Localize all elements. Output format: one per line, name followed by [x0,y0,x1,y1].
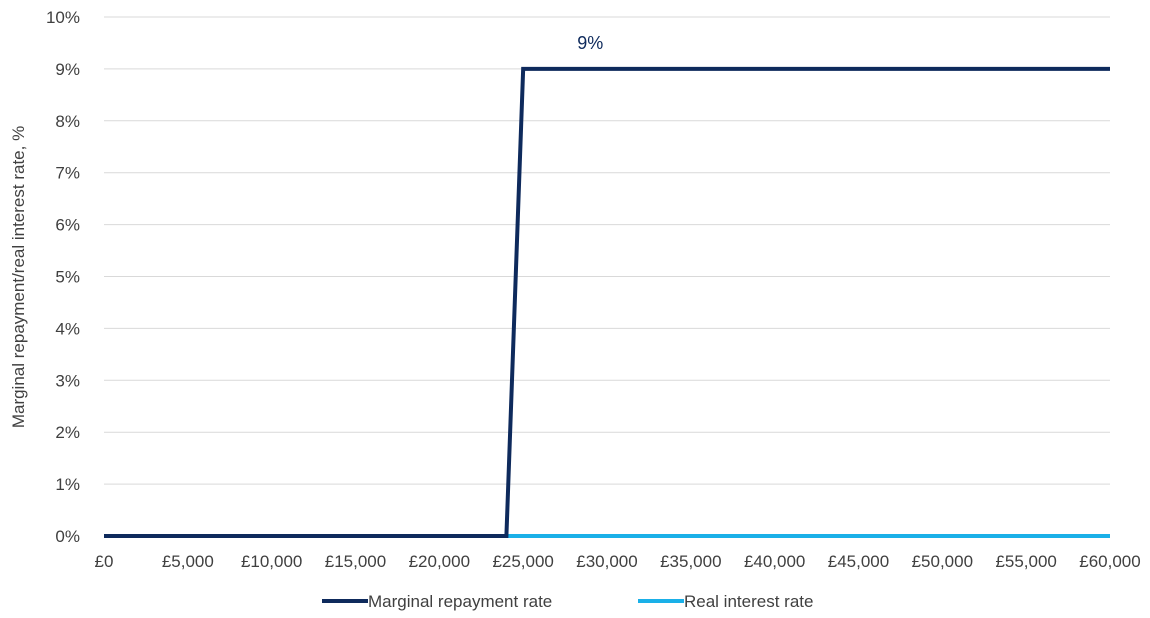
y-tick-label: 3% [55,371,80,390]
x-tick-labels: £0 £5,000 £10,000 £15,000 £20,000 £25,000 £30,… [95,552,1141,571]
legend: Marginal repayment rate Real interest rat… [322,592,813,611]
series-line-marginal-repayment-rate [104,66,1110,538]
y-tick-label: 4% [55,319,80,338]
x-tick-label: £20,000 [409,552,470,571]
x-tick-label: £45,000 [828,552,889,571]
x-tick-label: £0 [95,552,114,571]
y-tick-label: 8% [55,112,80,131]
y-tick-label: 7% [55,164,80,183]
x-tick-label: £60,000 [1079,552,1140,571]
legend-label: Real interest rate [684,592,813,611]
x-tick-label: £25,000 [492,552,553,571]
x-tick-label: £10,000 [241,552,302,571]
gridlines [104,16,1110,537]
y-tick-label: 9% [55,60,80,79]
x-tick-label: £5,000 [162,552,214,571]
y-tick-label: 1% [55,475,80,494]
y-tick-label: 10% [46,8,80,27]
y-tick-label: 6% [55,216,80,235]
annotations: 9% [577,33,603,53]
x-tick-label: £30,000 [576,552,637,571]
y-tick-label: 2% [55,423,80,442]
y-tick-labels: 0% 1% 2% 3% 4% 5% 6% 7% 8% 9% 10% [46,8,80,546]
x-tick-label: £35,000 [660,552,721,571]
y-tick-label: 0% [55,527,80,546]
legend-label: Marginal repayment rate [368,592,552,611]
y-axis-label: Marginal repayment/real interest rate, % [9,126,28,428]
x-tick-label: £55,000 [995,552,1056,571]
data-label: 9% [577,33,603,53]
x-tick-label: £40,000 [744,552,805,571]
x-tick-label: £50,000 [912,552,973,571]
series-lines [104,66,1110,538]
x-tick-label: £15,000 [325,552,386,571]
y-tick-label: 5% [55,268,80,287]
